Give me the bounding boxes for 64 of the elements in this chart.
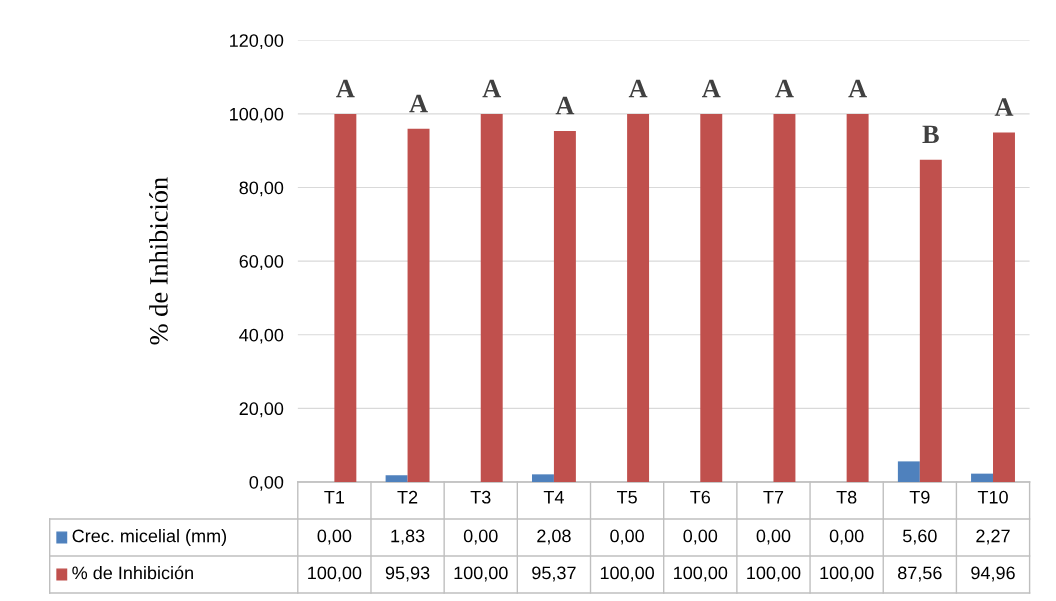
data-label: 94,96 <box>971 566 1015 582</box>
bar <box>773 113 796 482</box>
y-tick-label: 100,00 <box>230 107 284 123</box>
bar <box>993 132 1015 482</box>
data-label: 100,00 <box>747 566 801 582</box>
bar <box>846 113 869 482</box>
annotation: A <box>848 79 867 98</box>
bar <box>407 128 430 482</box>
annotation: A <box>555 96 575 115</box>
bar <box>480 113 503 482</box>
bar <box>919 159 942 482</box>
y-tick-label: 60,00 <box>239 255 284 270</box>
data-label: 1,83 <box>391 529 425 545</box>
annotation: A <box>701 79 721 98</box>
data-label: 0,00 <box>610 529 644 545</box>
x-tick-label: T4 <box>543 491 564 504</box>
y-tick-label: 20,00 <box>239 402 284 418</box>
y-tick-label: 120,00 <box>230 34 284 50</box>
bar <box>627 113 650 482</box>
x-tick-label: T6 <box>690 490 711 504</box>
annotation: B <box>922 125 939 144</box>
data-label: 100,00 <box>308 566 362 582</box>
bar <box>971 473 994 482</box>
data-label: 95,93 <box>385 566 430 582</box>
annotation: A <box>336 79 355 98</box>
y-tick-label: 0,00 <box>249 475 284 491</box>
data-label: 95,37 <box>532 566 576 582</box>
data-label: 0,00 <box>683 529 718 545</box>
annotation: A <box>482 79 502 98</box>
x-tick-label: T1 <box>324 491 345 504</box>
y-tick-label: 40,00 <box>239 328 284 344</box>
annotation: A <box>775 79 794 98</box>
data-label: 0,00 <box>756 529 791 545</box>
data-label: 2,08 <box>537 529 571 545</box>
x-tick-label: T3 <box>470 490 491 504</box>
x-tick-label: T2 <box>397 490 418 504</box>
data-label: 0,00 <box>463 529 498 545</box>
legend-label: % de Inhibición <box>72 565 193 580</box>
bar <box>553 130 576 482</box>
data-label: 100,00 <box>454 566 508 582</box>
bar <box>700 113 723 482</box>
data-label: 0,00 <box>317 529 352 545</box>
legend-label: Crec. micelial (mm) <box>72 529 227 546</box>
annotation: A <box>409 94 428 113</box>
data-label: 100,00 <box>600 566 655 582</box>
data-label: 100,00 <box>674 566 728 582</box>
x-tick-label: T9 <box>909 490 930 504</box>
x-tick-label: T10 <box>977 490 1008 504</box>
x-tick-label: T8 <box>836 490 857 504</box>
bar <box>897 461 920 482</box>
y-axis-title: % de Inhibición <box>149 177 168 345</box>
bar <box>334 113 357 482</box>
annotation: A <box>994 98 1014 116</box>
y-tick-label: 80,00 <box>239 181 284 197</box>
x-tick-label: T5 <box>616 491 637 504</box>
data-label: 0,00 <box>829 529 864 545</box>
data-label: 87,56 <box>898 566 942 582</box>
bar <box>531 474 554 482</box>
data-label: 100,00 <box>820 566 874 582</box>
data-label: 2,27 <box>976 529 1010 545</box>
annotation: A <box>628 79 648 98</box>
data-label: 5,60 <box>902 529 937 545</box>
bar <box>385 475 408 482</box>
x-tick-label: T7 <box>763 491 784 504</box>
